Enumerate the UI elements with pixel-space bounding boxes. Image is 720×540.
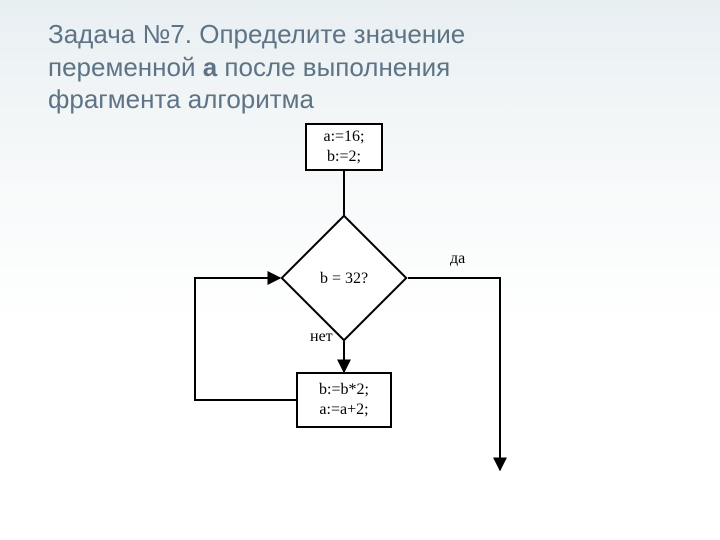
init-box: a:=16; b:=2;	[305, 123, 383, 171]
loop-body-box: b:=b*2; a:=a+2;	[296, 372, 392, 428]
init-line-1: a:=16;	[323, 127, 364, 147]
flowchart: a:=16; b:=2; b = 32? да нет b:=b*2; a:=a…	[0, 0, 720, 540]
decision-label: b = 32?	[312, 270, 376, 288]
init-line-2: b:=2;	[327, 147, 361, 167]
body-line-2: a:=a+2;	[319, 400, 368, 420]
label-yes: да	[450, 250, 465, 268]
label-no: нет	[310, 328, 333, 346]
body-line-1: b:=b*2;	[319, 380, 369, 400]
